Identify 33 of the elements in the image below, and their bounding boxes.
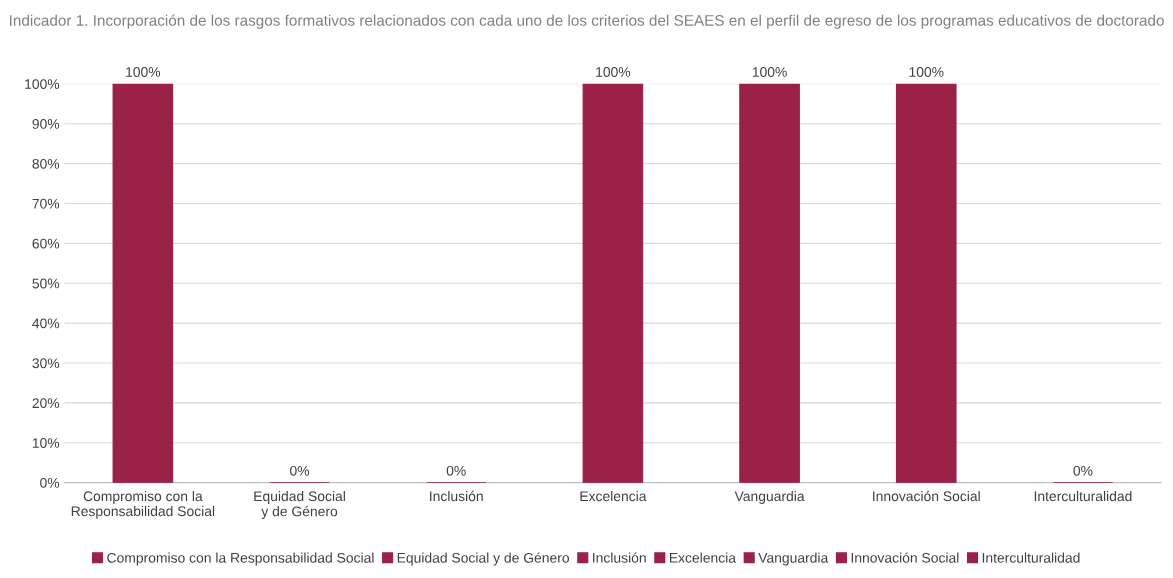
data-label: 100% — [126, 67, 161, 77]
y-tick-label: 50% — [32, 278, 60, 289]
data-label: 0% — [446, 465, 466, 476]
y-tick-label: 30% — [32, 358, 60, 369]
data-label: 100% — [752, 67, 787, 77]
x-tick-label: Vanguardia — [734, 490, 805, 504]
legend-label: Vanguardia — [758, 552, 829, 566]
x-tick-label: Innovación Social — [873, 490, 980, 502]
chart-title: Indicador 1. Incorporación de los rasgos formativos relacionados con cada uno de los criterios del SEAES en el perfil de egreso de los programas educativos de doctorado — [10, 14, 1164, 29]
data-label: 100% — [909, 67, 944, 77]
legend-label: Innovación Social — [851, 552, 959, 563]
data-label: 0% — [290, 465, 310, 476]
y-tick-label: 0% — [40, 477, 60, 488]
legend-label: Compromiso con la Responsabilidad Social — [107, 552, 374, 566]
y-tick-label: 80% — [32, 158, 60, 169]
y-tick-label: 20% — [32, 398, 60, 409]
legend-label: Interculturalidad — [982, 552, 1080, 563]
x-tick-label: Inclusión — [430, 490, 483, 502]
x-tick-label: Equidad Social y de Género — [254, 490, 345, 520]
legend-label: Inclusión — [593, 552, 646, 563]
data-label: 100% — [596, 67, 631, 77]
y-tick-label: 70% — [32, 198, 60, 209]
y-tick-label: 10% — [32, 438, 60, 448]
y-tick-label: 90% — [32, 119, 60, 129]
y-tick-label: 100% — [25, 79, 60, 89]
legend-label: Equidad Social y de Género — [397, 552, 569, 566]
y-tick-label: 60% — [32, 238, 60, 249]
x-tick-label: Compromiso con la Responsabilidad Social — [71, 490, 215, 519]
data-label: 0% — [1073, 465, 1093, 476]
y-tick-label: 40% — [32, 318, 60, 329]
x-tick-label: Excelencia — [580, 490, 647, 502]
x-tick-label: Interculturalidad — [1034, 490, 1132, 502]
legend-label: Excelencia — [669, 552, 736, 563]
